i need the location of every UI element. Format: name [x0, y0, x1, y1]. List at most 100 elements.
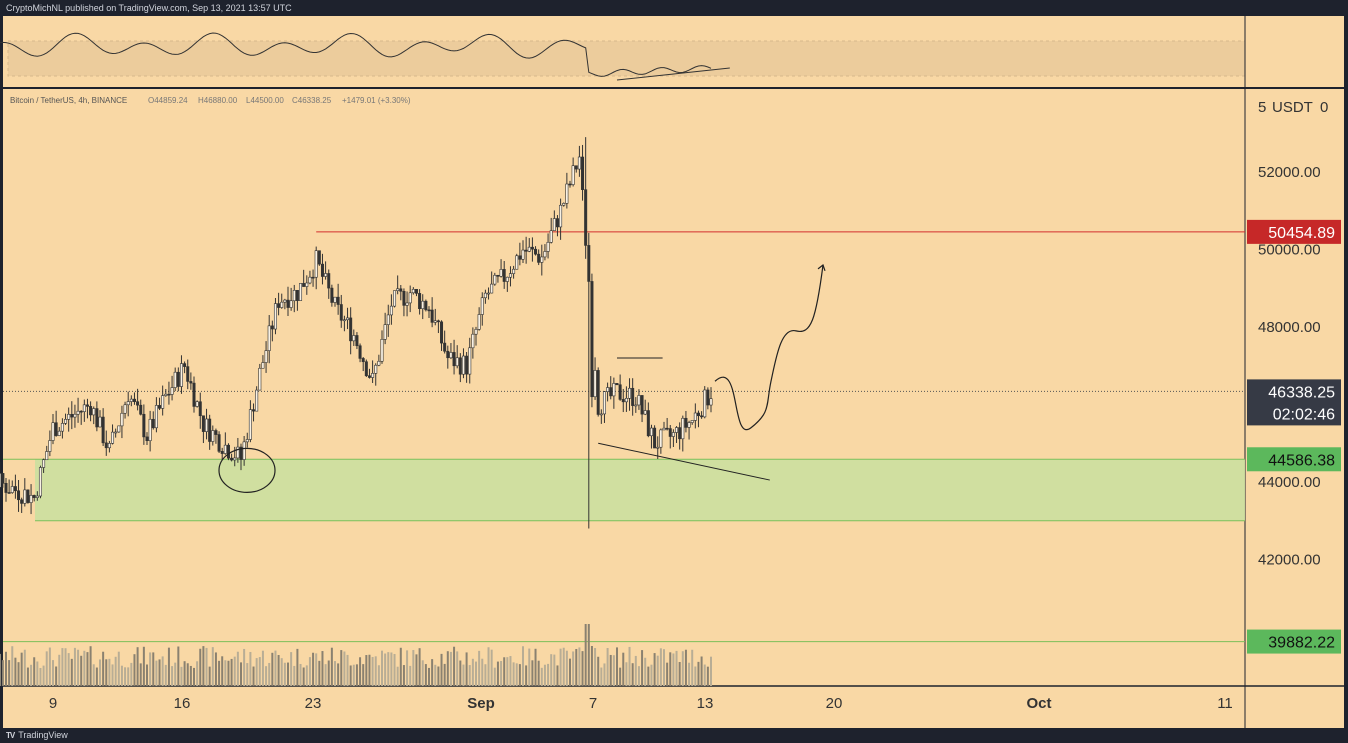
- volume-bar: [287, 662, 289, 686]
- volume-bar: [340, 650, 343, 686]
- candle-body: [474, 329, 478, 335]
- volume-bar: [246, 663, 249, 686]
- volume-bar: [443, 663, 446, 686]
- x-tick-label: 20: [826, 695, 843, 712]
- volume-bar: [299, 663, 302, 686]
- candle-body: [458, 357, 462, 375]
- candle-body: [295, 290, 299, 301]
- volume-bar: [710, 656, 712, 686]
- candle-body: [45, 451, 49, 461]
- axis-layer: 42000.00 44000.00 48000.00 50000.00 52000.00…: [49, 164, 1341, 712]
- volume-bar: [478, 650, 481, 686]
- drawing-layer: [218, 264, 826, 493]
- volume-bar: [142, 646, 145, 686]
- rsi-trendline: [616, 67, 730, 81]
- volume-bar: [20, 652, 23, 686]
- volume-bar: [127, 667, 130, 686]
- volume-bar: [509, 656, 512, 686]
- candle-body: [402, 290, 406, 306]
- volume-bar: [293, 665, 296, 686]
- volume-bar: [186, 663, 189, 686]
- volume-bar: [5, 651, 7, 686]
- candle-body: [145, 436, 149, 442]
- volume-bar: [669, 652, 672, 686]
- volume-bar: [346, 654, 349, 686]
- volume-bar: [14, 657, 17, 686]
- candle-body: [264, 350, 268, 363]
- candle-body: [524, 249, 528, 252]
- volume-bar: [578, 647, 581, 686]
- candle-body: [552, 218, 556, 231]
- volume-bar: [255, 658, 258, 686]
- candle-body: [339, 304, 343, 321]
- candle-body: [487, 292, 491, 295]
- candle-body: [299, 283, 303, 301]
- volume-bar: [158, 659, 161, 686]
- volume-bar: [1, 660, 4, 686]
- candle-body: [681, 417, 685, 440]
- support-bottom-price-label-bg: [1247, 629, 1341, 654]
- candle-body: [521, 249, 525, 260]
- candle-body: [10, 486, 14, 493]
- candle-body: [170, 387, 174, 395]
- candle-body: [183, 363, 187, 367]
- candle-body: [480, 297, 484, 315]
- volume-bar: [92, 664, 95, 686]
- candle-body: [95, 408, 99, 428]
- x-tick-label: 7: [589, 695, 597, 712]
- candle-body: [602, 391, 606, 415]
- candle-body: [167, 393, 171, 396]
- candle-body: [574, 165, 578, 170]
- volume-bar: [612, 655, 615, 686]
- candle-body: [76, 410, 80, 415]
- volume-bar: [500, 661, 503, 686]
- candle-body: [383, 324, 387, 340]
- candle-body: [346, 317, 350, 321]
- volume-bar: [706, 666, 709, 686]
- ohlc-open: O44859.24: [148, 96, 188, 105]
- candle-body: [333, 296, 337, 303]
- volume-bar: [428, 667, 430, 686]
- volume-bar: [189, 665, 192, 686]
- volume-bar: [105, 659, 108, 686]
- volume-bar: [606, 648, 609, 686]
- volume-bar: [0, 653, 1, 686]
- candle-body: [446, 350, 450, 359]
- candle-body: [577, 156, 581, 170]
- volume-bar: [42, 665, 45, 686]
- volume-bar: [243, 648, 246, 686]
- candle-body: [455, 357, 459, 367]
- candle-body: [242, 441, 246, 460]
- candle-body: [126, 401, 130, 406]
- volume-bar: [99, 659, 101, 686]
- candle-body: [559, 204, 563, 228]
- candle-body: [26, 489, 30, 503]
- chart-area[interactable]: 42000.00 44000.00 48000.00 50000.00 52000.00…: [0, 16, 1348, 728]
- candle-body: [508, 273, 512, 278]
- volume-bar: [666, 662, 669, 686]
- candle-body: [599, 413, 603, 416]
- candle-body: [148, 418, 152, 442]
- candle-body: [430, 309, 434, 323]
- candle-body: [273, 303, 277, 330]
- volume-bar: [506, 657, 509, 686]
- volume-bar: [600, 667, 603, 686]
- volume-bar: [631, 663, 634, 686]
- volume-bar: [374, 656, 377, 686]
- ohlc-close: C46338.25: [292, 96, 332, 105]
- candle-body: [314, 250, 318, 278]
- volume-bar: [594, 648, 597, 686]
- candle-body: [367, 375, 371, 378]
- candle-body: [330, 287, 334, 303]
- candle-body: [1, 473, 5, 484]
- volume-bar: [572, 651, 575, 686]
- candle-body: [29, 495, 33, 503]
- volume-bar: [70, 658, 73, 686]
- price-axis-partial-label-end: 0: [1320, 99, 1328, 116]
- volume-bar: [171, 666, 174, 686]
- price-axis-partial-label: 5: [1258, 99, 1266, 116]
- volume-bar: [697, 661, 700, 686]
- candle-body: [436, 320, 440, 323]
- volume-bar: [663, 649, 665, 686]
- volume-bar: [675, 650, 678, 686]
